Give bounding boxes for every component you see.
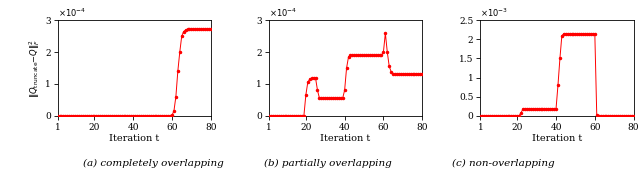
X-axis label: Iteration t: Iteration t	[109, 134, 159, 143]
Y-axis label: $\|Q_{\mathrm{truncate}}{-}Q\|_F^2$: $\|Q_{\mathrm{truncate}}{-}Q\|_F^2$	[28, 38, 42, 98]
Text: (a) completely overlapping: (a) completely overlapping	[83, 159, 223, 168]
Text: (b) partially overlapping: (b) partially overlapping	[264, 159, 392, 168]
X-axis label: Iteration t: Iteration t	[321, 134, 371, 143]
Text: $\times10^{-4}$: $\times10^{-4}$	[58, 7, 86, 19]
Text: $\times10^{-4}$: $\times10^{-4}$	[269, 7, 297, 19]
X-axis label: Iteration t: Iteration t	[532, 134, 582, 143]
Text: $\times10^{-3}$: $\times10^{-3}$	[481, 7, 508, 19]
Text: (c) non-overlapping: (c) non-overlapping	[452, 159, 554, 168]
